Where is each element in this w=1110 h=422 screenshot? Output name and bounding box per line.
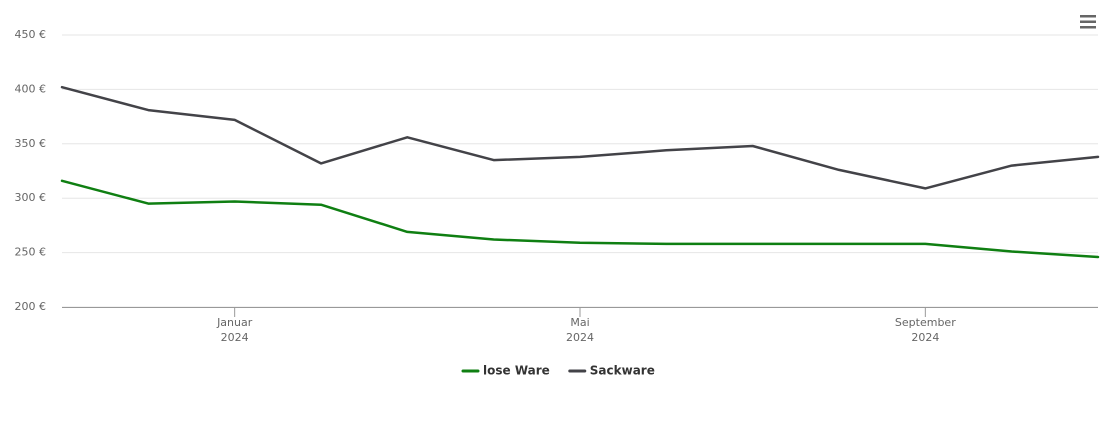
y-tick-label: 450 € <box>15 28 47 41</box>
menu-button[interactable] <box>1078 12 1098 32</box>
x-tick-label: Mai 2024 <box>566 316 594 344</box>
series-line <box>60 179 1100 259</box>
x-tick-label-line: 2024 <box>911 331 939 344</box>
legend-label: lose Ware <box>483 364 550 378</box>
y-tick-label: 200 € <box>15 300 47 313</box>
menu-icon-bar <box>1080 15 1096 18</box>
x-tick-label-line: Januar <box>216 316 253 329</box>
menu-icon-bar <box>1080 20 1096 23</box>
legend-label: Sackware <box>590 364 655 378</box>
x-tick-label: September 2024 <box>895 316 956 344</box>
x-tick-label-line: 2024 <box>221 331 249 344</box>
x-tick-label-line: Mai <box>570 316 589 329</box>
series-line <box>60 85 1100 190</box>
y-tick-label: 300 € <box>15 191 47 204</box>
legend-item[interactable]: lose Ware <box>461 364 550 378</box>
y-tick-label: 250 € <box>15 246 47 259</box>
legend-item[interactable]: Sackware <box>568 364 655 378</box>
x-tick-label-line: 2024 <box>566 331 594 344</box>
x-tick-label-line: September <box>895 316 956 329</box>
y-tick-label: 400 € <box>15 82 47 95</box>
x-tick-label: Januar 2024 <box>216 316 253 344</box>
y-tick-label: 350 € <box>15 137 47 150</box>
menu-icon-bar <box>1080 26 1096 29</box>
